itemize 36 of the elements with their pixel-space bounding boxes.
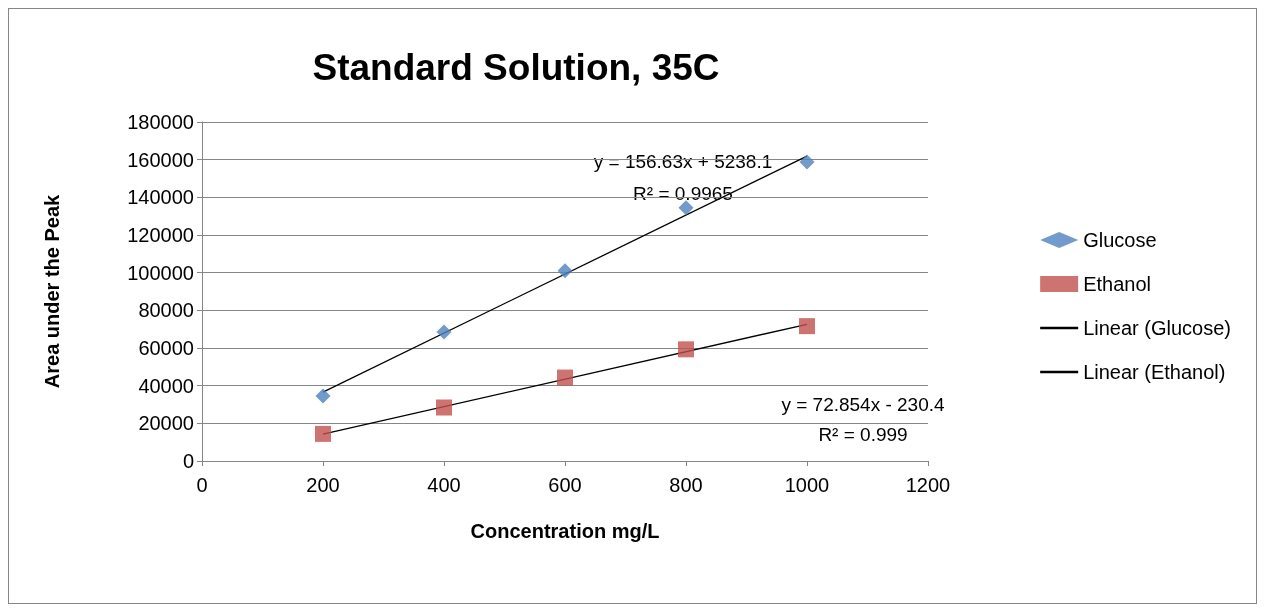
x-tick-label: 400 [427, 474, 461, 496]
x-tick-label: 0 [196, 474, 208, 496]
x-tick-label: 1000 [784, 474, 830, 496]
y-tick-label: 100000 [127, 261, 194, 284]
x-tick-label: 600 [548, 474, 582, 496]
point [678, 200, 694, 216]
legend-label: Linear (Glucose) [1083, 317, 1231, 339]
point [557, 263, 573, 279]
y-tick-label: 180000 [127, 111, 194, 133]
y-tick-label: 60000 [138, 337, 194, 359]
point [436, 324, 452, 340]
point [678, 341, 694, 358]
point [315, 388, 331, 404]
annotation: y = 72.854x - 230.4 [781, 393, 946, 415]
chart-title: Standard Solution, 35C [312, 47, 720, 88]
y-tick-label: 120000 [127, 224, 194, 246]
point [315, 425, 331, 442]
x-tick-label: 200 [306, 474, 340, 496]
x-tick-label: 1200 [905, 474, 951, 496]
y-tick-label: 0 [182, 450, 194, 472]
y-tick-label: 140000 [127, 186, 194, 209]
legend-label: Linear (Ethanol) [1083, 361, 1226, 383]
x-tick-label: 800 [669, 474, 703, 496]
x-axis-title: Concentration mg/L [470, 520, 660, 542]
legend-label: Ethanol [1083, 273, 1151, 295]
y-tick-label: 160000 [127, 148, 194, 171]
point [557, 369, 573, 386]
y-axis-title: Area under the Peak [41, 193, 63, 389]
y-tick-label: 20000 [138, 412, 194, 435]
point [799, 318, 815, 335]
y-tick-label: 80000 [138, 299, 194, 322]
annotation: R² = 0.999 [818, 423, 908, 445]
point [799, 154, 815, 170]
y-tick-label: 40000 [138, 374, 194, 397]
legend-label: Glucose [1083, 229, 1157, 251]
point [436, 399, 452, 416]
